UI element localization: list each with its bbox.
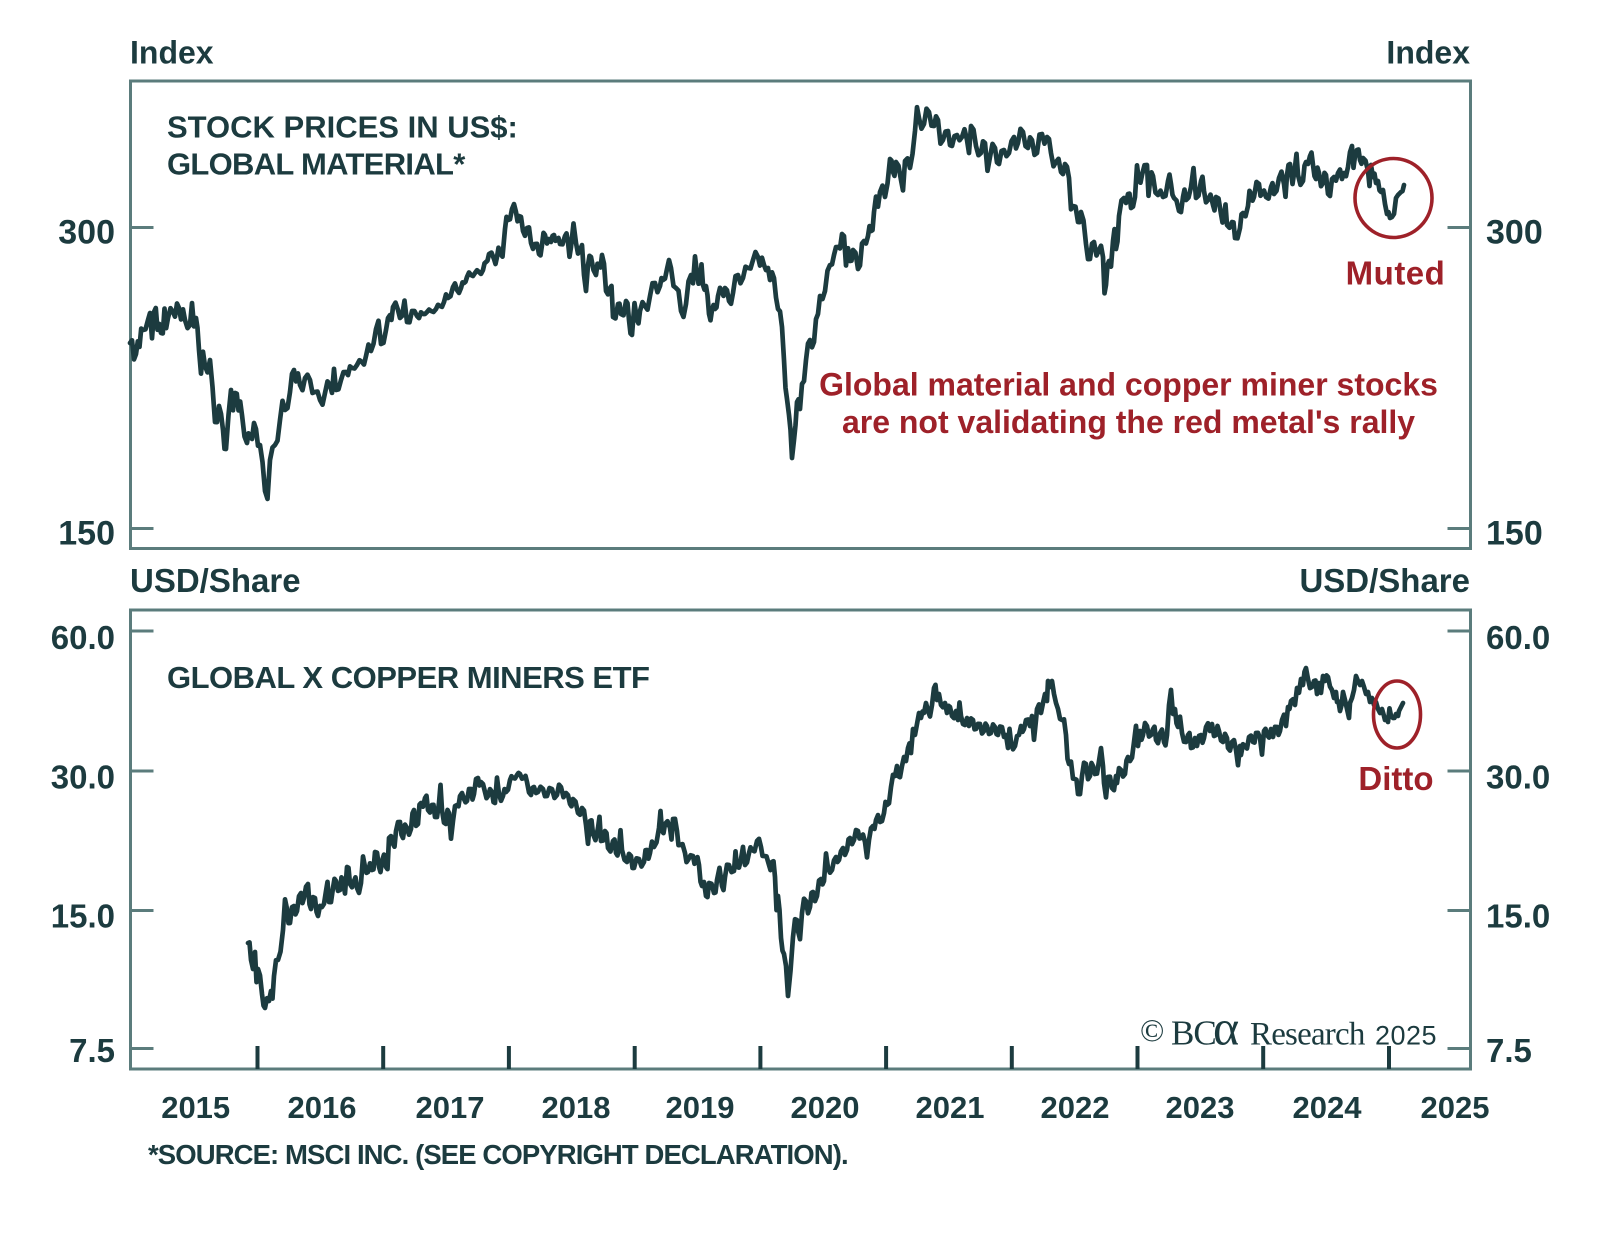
svg-text:30.0: 30.0 (51, 759, 115, 796)
svg-text:Global material and copper min: Global material and copper miner stocks (819, 367, 1438, 403)
svg-text:2020: 2020 (791, 1090, 860, 1125)
svg-text:7.5: 7.5 (1486, 1032, 1532, 1069)
svg-text:Index: Index (1386, 35, 1470, 71)
svg-text:15.0: 15.0 (1486, 898, 1550, 935)
svg-text:2023: 2023 (1166, 1090, 1235, 1125)
svg-text:2022: 2022 (1041, 1090, 1110, 1125)
svg-text:2025: 2025 (1375, 1021, 1437, 1051)
svg-text:2024: 2024 (1293, 1090, 1363, 1125)
svg-text:2019: 2019 (666, 1090, 735, 1125)
svg-text:2015: 2015 (161, 1090, 230, 1125)
svg-text:2017: 2017 (416, 1090, 485, 1125)
svg-text:30.0: 30.0 (1486, 759, 1550, 796)
svg-text:©: © (1140, 1012, 1164, 1048)
svg-text:BC: BC (1171, 1014, 1216, 1053)
svg-text:Index: Index (130, 35, 214, 71)
svg-text:7.5: 7.5 (69, 1032, 115, 1069)
svg-text:GLOBAL X COPPER MINERS ETF: GLOBAL X COPPER MINERS ETF (167, 660, 649, 695)
svg-text:60.0: 60.0 (1486, 619, 1550, 656)
svg-text:2018: 2018 (542, 1090, 611, 1125)
svg-text:Ditto: Ditto (1358, 760, 1433, 797)
svg-text:GLOBAL MATERIAL*: GLOBAL MATERIAL* (167, 147, 466, 182)
svg-text:Muted: Muted (1346, 255, 1446, 292)
svg-text:300: 300 (1486, 214, 1543, 252)
svg-text:60.0: 60.0 (51, 619, 115, 656)
svg-text:150: 150 (1486, 515, 1543, 553)
svg-text:STOCK PRICES IN US$:: STOCK PRICES IN US$: (167, 110, 518, 145)
svg-text:2016: 2016 (288, 1090, 357, 1125)
svg-text:Research: Research (1250, 1017, 1366, 1053)
svg-text:are not validating the red met: are not validating the red metal's rally (842, 404, 1415, 440)
svg-text:2025: 2025 (1421, 1090, 1490, 1125)
svg-text:USD/Share: USD/Share (1299, 562, 1470, 599)
svg-text:USD/Share: USD/Share (130, 562, 301, 599)
svg-text:150: 150 (58, 515, 115, 553)
svg-text:15.0: 15.0 (51, 898, 115, 935)
svg-text:α: α (1213, 1000, 1239, 1056)
svg-text:2021: 2021 (916, 1090, 985, 1125)
svg-text:*SOURCE: MSCI INC. (SEE COPYRI: *SOURCE: MSCI INC. (SEE COPYRIGHT DECLAR… (148, 1139, 848, 1170)
svg-text:300: 300 (58, 214, 115, 252)
